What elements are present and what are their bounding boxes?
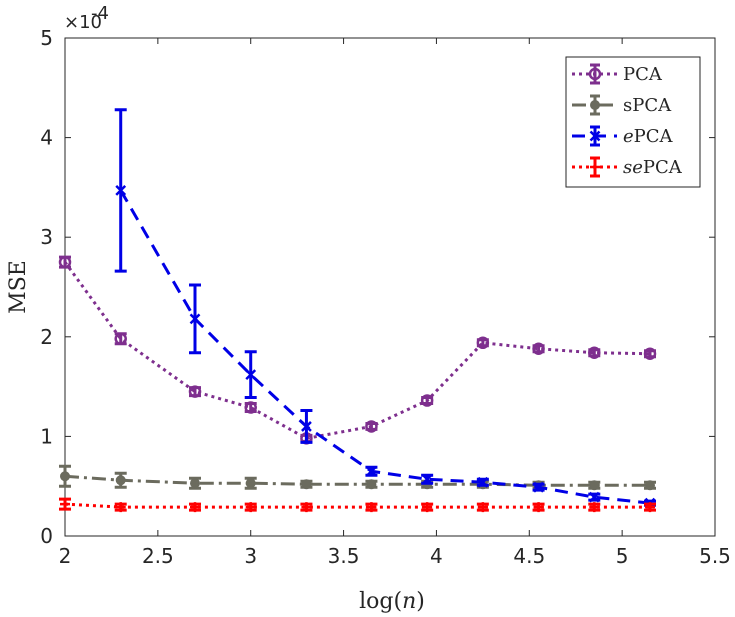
data-point	[477, 476, 489, 488]
data-point	[366, 502, 377, 513]
data-point	[245, 369, 257, 381]
data-point	[366, 465, 377, 477]
series-layer	[58, 108, 657, 513]
legend-box	[565, 56, 701, 188]
legend-marker	[590, 162, 600, 172]
data-point	[115, 475, 126, 486]
data-point	[645, 502, 655, 513]
data-point	[60, 471, 70, 482]
y-exponent-base: ×10	[64, 12, 102, 33]
data-point	[365, 420, 378, 433]
x-axis-label: log(n)	[359, 589, 425, 614]
data-point	[190, 478, 200, 489]
series-line	[119, 189, 651, 505]
legend-label-italic: e	[623, 126, 634, 147]
legend-label: PCA	[623, 64, 663, 85]
data-point	[588, 346, 601, 359]
y-tick-label: 5	[40, 26, 53, 50]
data-point	[114, 332, 127, 346]
data-point	[115, 502, 126, 513]
data-point	[421, 473, 433, 485]
x-tick-label: 2	[59, 544, 72, 568]
data-point	[588, 491, 600, 503]
data-point	[477, 502, 488, 513]
data-point	[589, 502, 600, 513]
data-point	[58, 255, 72, 269]
data-point	[115, 185, 127, 196]
legend-label: ePCA	[623, 126, 674, 147]
x-tick-label: 4	[430, 544, 443, 568]
series-ePCA	[114, 108, 656, 509]
data-point	[301, 502, 312, 513]
legend-label-italic: se	[623, 157, 643, 178]
legend-marker	[590, 100, 600, 110]
data-point	[190, 502, 200, 513]
data-point	[476, 336, 490, 350]
data-point	[244, 401, 257, 414]
y-tick-label: 1	[40, 424, 53, 448]
data-point	[643, 347, 657, 360]
data-point	[366, 479, 377, 490]
data-point	[189, 313, 201, 325]
legend-marker	[589, 130, 601, 142]
y-tick-label: 4	[40, 126, 53, 150]
legend-item-PCA: PCA	[572, 63, 663, 85]
series-sePCA	[59, 497, 656, 513]
x-tick-label: 3	[244, 544, 257, 568]
data-point	[420, 394, 434, 407]
data-point	[60, 499, 70, 510]
data-point	[589, 480, 600, 491]
legend-label: sPCA	[623, 95, 672, 116]
data-point	[533, 481, 544, 493]
legend-marker	[588, 67, 602, 81]
x-tick-label: 5.5	[699, 544, 731, 568]
y-axis-label: MSE	[6, 260, 31, 314]
y-tick-label: 0	[40, 524, 53, 548]
legend-item-sPCA: sPCA	[572, 94, 672, 116]
data-point	[645, 480, 655, 491]
x-tick-label: 5	[616, 544, 629, 568]
legend-item-ePCA: ePCA	[572, 125, 674, 147]
series-line	[64, 502, 650, 509]
data-point	[422, 502, 433, 513]
data-point	[245, 478, 256, 489]
data-point	[532, 342, 545, 356]
data-point	[533, 502, 544, 513]
legend-label-text: sPCA	[623, 95, 672, 116]
legend-label-text: PCA	[643, 157, 683, 178]
data-point	[188, 385, 202, 398]
legend-label-text: PCA	[623, 64, 663, 85]
axis-ticks: 2 2.5 3 3.5 4 4.5 5 5.5 0 1 2 3 4 5	[40, 26, 731, 568]
x-tick-label: 3.5	[328, 544, 360, 568]
x-tick-label: 2.5	[142, 544, 174, 568]
y-exponent-power: -4	[91, 3, 109, 24]
legend-label-text: PCA	[634, 126, 674, 147]
legend-item-sePCA: sePCA	[572, 156, 683, 178]
data-point	[245, 502, 256, 513]
legend-label: sePCA	[623, 157, 683, 178]
y-tick-label: 3	[40, 225, 53, 249]
x-tick-label: 4.5	[513, 544, 545, 568]
data-point	[301, 421, 312, 432]
data-point	[301, 479, 312, 490]
y-tick-label: 2	[40, 325, 53, 349]
